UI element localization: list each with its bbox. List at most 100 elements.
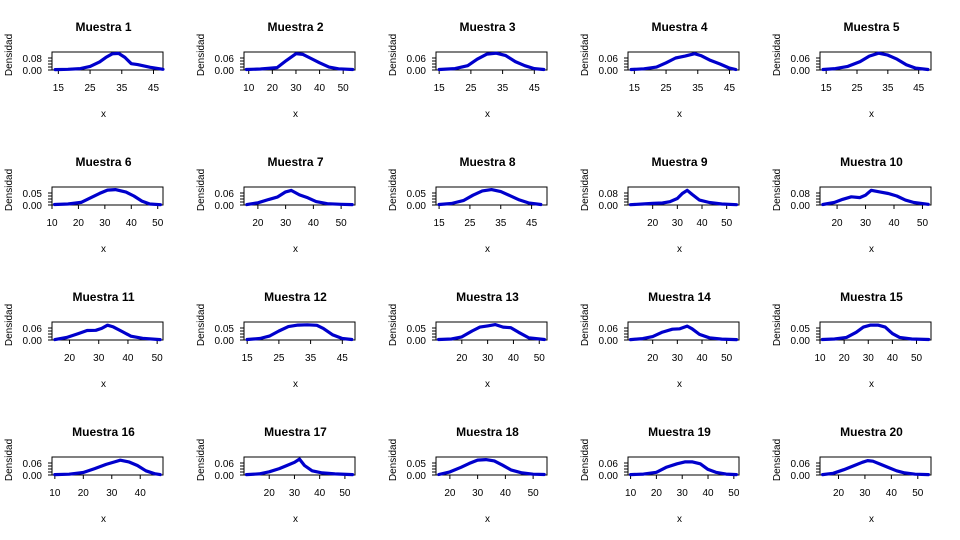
x-axis-label: x	[101, 109, 106, 120]
x-axis-label: x	[485, 514, 490, 525]
y-axis-label: Densidad	[4, 169, 15, 211]
density-line	[821, 51, 930, 72]
y-tick-label: 0.00	[407, 201, 427, 212]
y-tick-label: 0.05	[215, 324, 235, 335]
y-tick-label: 0.00	[215, 201, 235, 212]
x-tick-label: 50	[728, 488, 740, 499]
x-tick-label: 20	[647, 218, 659, 229]
y-tick-label: 0.00	[599, 336, 619, 347]
x-tick-label: 15	[434, 218, 446, 229]
x-tick-label: 40	[135, 488, 147, 499]
y-axis-label: Densidad	[388, 34, 399, 76]
y-tick-label: 0.06	[407, 54, 427, 65]
x-tick-label: 20	[64, 353, 76, 364]
x-tick-label: 20	[651, 488, 663, 499]
x-tick-label: 35	[305, 353, 317, 364]
y-axis-label: Densidad	[196, 34, 207, 76]
panel-title: Muestra 17	[264, 425, 327, 439]
x-axis-label: x	[869, 379, 874, 390]
x-tick-label: 30	[860, 218, 872, 229]
density-line	[245, 323, 354, 342]
y-tick-label: 0.06	[791, 459, 811, 470]
panel-5: Muestra 5 0.000.06 Densidad 15 25 35 45 x	[772, 20, 932, 120]
y-tick-label: 0.00	[23, 471, 43, 482]
y-tick-label: 0.00	[215, 66, 235, 77]
x-tick-label: 10	[625, 488, 637, 499]
panel-19: Muestra 19 0.000.06 Densidad 10 20 30 40 50 x	[580, 425, 740, 525]
y-axis-label: Densidad	[772, 169, 783, 211]
y-axis-label: Densidad	[4, 34, 15, 76]
y-tick-label: 0.06	[599, 54, 619, 65]
x-tick-label: 25	[273, 353, 285, 364]
panel-title: Muestra 7	[267, 155, 323, 169]
y-tick-label: 0.05	[23, 189, 43, 200]
panel-title: Muestra 6	[75, 155, 131, 169]
x-axis-label: x	[677, 379, 682, 390]
density-line	[244, 52, 355, 72]
x-axis-label: x	[677, 109, 682, 120]
x-axis-label: x	[293, 514, 298, 525]
x-tick-label: 20	[647, 353, 659, 364]
x-tick-label: 20	[456, 353, 468, 364]
panel-17: Muestra 17 0.000.06 Densidad 20 30 40 50 x	[196, 425, 356, 525]
y-tick-label: 0.08	[791, 189, 811, 200]
panel-title: Muestra 9	[651, 155, 707, 169]
x-tick-label: 35	[495, 218, 507, 229]
x-axis-label: x	[485, 244, 490, 255]
y-axis-label: Densidad	[4, 439, 15, 481]
y-tick-label: 0.00	[599, 201, 619, 212]
x-tick-label: 15	[629, 83, 641, 94]
x-tick-label: 50	[721, 218, 733, 229]
x-tick-label: 35	[116, 83, 128, 94]
x-tick-label: 25	[660, 83, 672, 94]
y-tick-label: 0.00	[407, 471, 427, 482]
y-axis-label: Densidad	[196, 304, 207, 346]
panel-11: Muestra 11 0.000.06 Densidad 20 30 40 50 x	[4, 290, 164, 390]
x-tick-label: 40	[500, 488, 512, 499]
x-tick-label: 25	[464, 218, 476, 229]
x-axis-label: x	[293, 109, 298, 120]
density-line	[628, 460, 739, 477]
y-tick-label: 0.08	[599, 189, 619, 200]
x-tick-label: 40	[126, 218, 138, 229]
panel-title: Muestra 15	[840, 290, 903, 304]
x-tick-label: 20	[833, 488, 845, 499]
x-tick-label: 30	[482, 353, 494, 364]
panel-14: Muestra 14 0.000.06 Densidad 20 30 40 50 x	[580, 290, 740, 390]
panel-title: Muestra 10	[840, 155, 903, 169]
y-axis-label: Densidad	[196, 439, 207, 481]
panel-7: Muestra 7 0.000.06 Densidad 20 30 40 50 x	[196, 155, 356, 255]
y-tick-label: 0.00	[215, 471, 235, 482]
y-tick-label: 0.06	[215, 459, 235, 470]
density-line	[53, 458, 162, 477]
panel-18: Muestra 18 0.000.05 Densidad 20 30 40 50 x	[388, 425, 548, 525]
y-tick-label: 0.06	[23, 459, 43, 470]
x-tick-label: 40	[696, 353, 708, 364]
density-line	[437, 323, 547, 342]
y-tick-label: 0.00	[791, 471, 811, 482]
x-tick-label: 40	[122, 353, 134, 364]
y-tick-label: 0.06	[215, 54, 235, 65]
y-axis-label: Densidad	[388, 304, 399, 346]
x-tick-label: 20	[264, 488, 276, 499]
panel-8: Muestra 8 0.000.05 Densidad 15 25 35 45 x	[388, 155, 548, 255]
panel-title: Muestra 5	[843, 20, 899, 34]
y-tick-label: 0.00	[407, 336, 427, 347]
x-tick-label: 50	[528, 488, 540, 499]
y-axis-label: Densidad	[580, 439, 591, 481]
y-axis-label: Densidad	[772, 34, 783, 76]
y-tick-label: 0.06	[599, 459, 619, 470]
panel-6: Muestra 6 0.000.05 Densidad 10 20 30 40 50 x	[4, 155, 164, 255]
y-tick-label: 0.06	[23, 324, 43, 335]
panel-title: Muestra 11	[72, 290, 134, 304]
y-tick-label: 0.05	[407, 189, 427, 200]
density-line	[245, 188, 354, 207]
x-tick-label: 10	[243, 83, 255, 94]
panel-10: Muestra 10 0.000.08 Densidad 20 30 40 50 x	[772, 155, 932, 255]
panel-title: Muestra 1	[75, 20, 131, 34]
x-tick-label: 10	[814, 353, 826, 364]
panel-16: Muestra 16 0.000.06 Densidad 10 20 30 40 x	[4, 425, 164, 525]
x-tick-label: 30	[289, 488, 301, 499]
panel-title: Muestra 13	[456, 290, 519, 304]
panel-title: Muestra 14	[648, 290, 711, 304]
